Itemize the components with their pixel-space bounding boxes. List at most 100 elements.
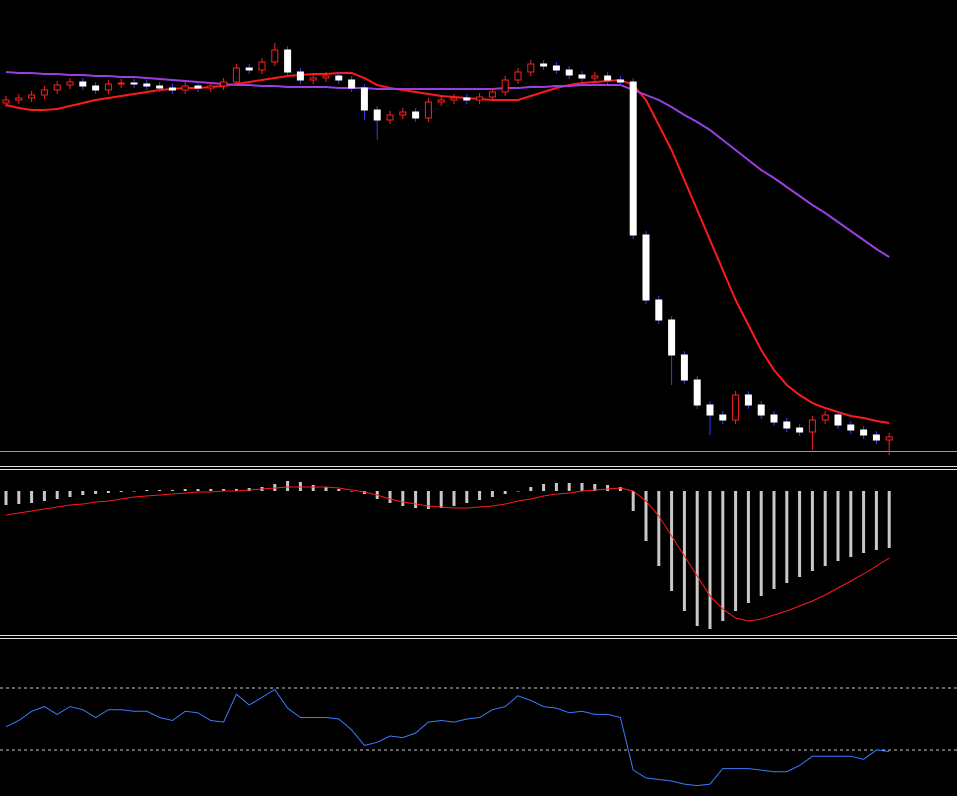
histogram-bar [414, 491, 418, 508]
candle-body [796, 427, 804, 433]
histogram-bar [734, 491, 738, 611]
candle-body [437, 99, 445, 103]
candle-body [104, 83, 112, 91]
histogram-bar [439, 491, 443, 508]
candle-body [578, 74, 586, 79]
histogram-bar [119, 491, 123, 492]
histogram-bar [465, 491, 469, 503]
candle-body [245, 67, 253, 71]
candle-body [296, 71, 304, 81]
histogram-bar [132, 491, 136, 492]
candle-body [501, 79, 509, 93]
histogram-bar [478, 491, 482, 500]
candle-body [53, 84, 61, 91]
indicator-line [5, 688, 890, 787]
moving-average [5, 71, 890, 258]
candle-body [143, 83, 151, 87]
histogram-bar [810, 491, 814, 571]
candle-body [629, 81, 637, 236]
candle-body [783, 421, 791, 429]
candle-body [552, 65, 560, 71]
candle-body [40, 89, 48, 96]
candle-body [706, 404, 714, 416]
histogram-bar [234, 489, 238, 491]
candle-body [668, 319, 676, 356]
candle-body [680, 354, 688, 381]
candle-body [399, 111, 407, 116]
candle-body [821, 414, 829, 421]
candle-body [744, 394, 752, 406]
candle-body [808, 419, 816, 433]
candle-body [642, 234, 650, 301]
candle-body [168, 87, 176, 91]
histogram-bar [657, 491, 661, 566]
histogram-bar [695, 491, 699, 626]
candle-body [591, 75, 599, 79]
histogram-bar [388, 491, 392, 503]
histogram-bar [4, 491, 8, 505]
histogram-bar [55, 491, 59, 499]
histogram-bar [145, 490, 149, 491]
candle-body [770, 414, 778, 423]
histogram-bar [862, 491, 866, 553]
histogram-bar [823, 491, 827, 566]
candle-body [540, 63, 548, 67]
histogram-bar [580, 483, 584, 491]
candle-body [732, 394, 740, 421]
histogram-bar [567, 483, 571, 491]
candle-body [424, 101, 432, 119]
candle-body [92, 85, 100, 91]
moving-average [5, 72, 890, 424]
candle-body [757, 404, 765, 416]
candle-body [271, 49, 279, 63]
candle-body [373, 109, 381, 121]
candle-body [655, 299, 663, 321]
candle-body [258, 61, 266, 71]
histogram-bar [94, 491, 98, 494]
candle-body [117, 82, 125, 85]
candle-body [565, 69, 573, 76]
histogram-bar [887, 491, 891, 548]
histogram-bar [759, 491, 763, 596]
candle-body [232, 67, 240, 83]
histogram-bar [286, 481, 290, 491]
histogram-bar [401, 491, 405, 506]
candle-body [156, 85, 164, 89]
candle-body [527, 63, 535, 73]
candle-body [412, 111, 420, 119]
candle-body [207, 85, 215, 89]
candle-body [181, 85, 189, 91]
histogram-bar [721, 491, 725, 621]
histogram-bar [542, 484, 546, 491]
histogram-bar [183, 489, 187, 491]
candle-body [220, 81, 228, 87]
candle-body [194, 85, 202, 89]
candle-body [130, 82, 138, 85]
histogram-bar [670, 491, 674, 591]
candle-body [860, 429, 868, 436]
histogram-bar [503, 491, 507, 494]
histogram-bar [81, 491, 85, 495]
histogram-bar [30, 491, 34, 503]
candle-body [463, 97, 471, 101]
candle-body [834, 414, 842, 426]
candle-body [450, 97, 458, 101]
histogram-bar [350, 491, 354, 492]
histogram-bar [606, 485, 610, 491]
candle-body [872, 434, 880, 441]
histogram-bar [772, 491, 776, 589]
histogram-bar [158, 490, 162, 491]
candle-body [360, 87, 368, 111]
histogram-bar [849, 491, 853, 557]
histogram-bar [106, 491, 110, 493]
histogram-bar [618, 487, 622, 491]
candle-body [322, 75, 330, 79]
histogram-bar [209, 489, 213, 491]
candle-body [15, 97, 23, 101]
candle-body [847, 424, 855, 431]
histogram-bar [554, 483, 558, 491]
histogram-bar [68, 491, 72, 497]
candle-body [28, 94, 36, 99]
histogram-bar [874, 491, 878, 550]
